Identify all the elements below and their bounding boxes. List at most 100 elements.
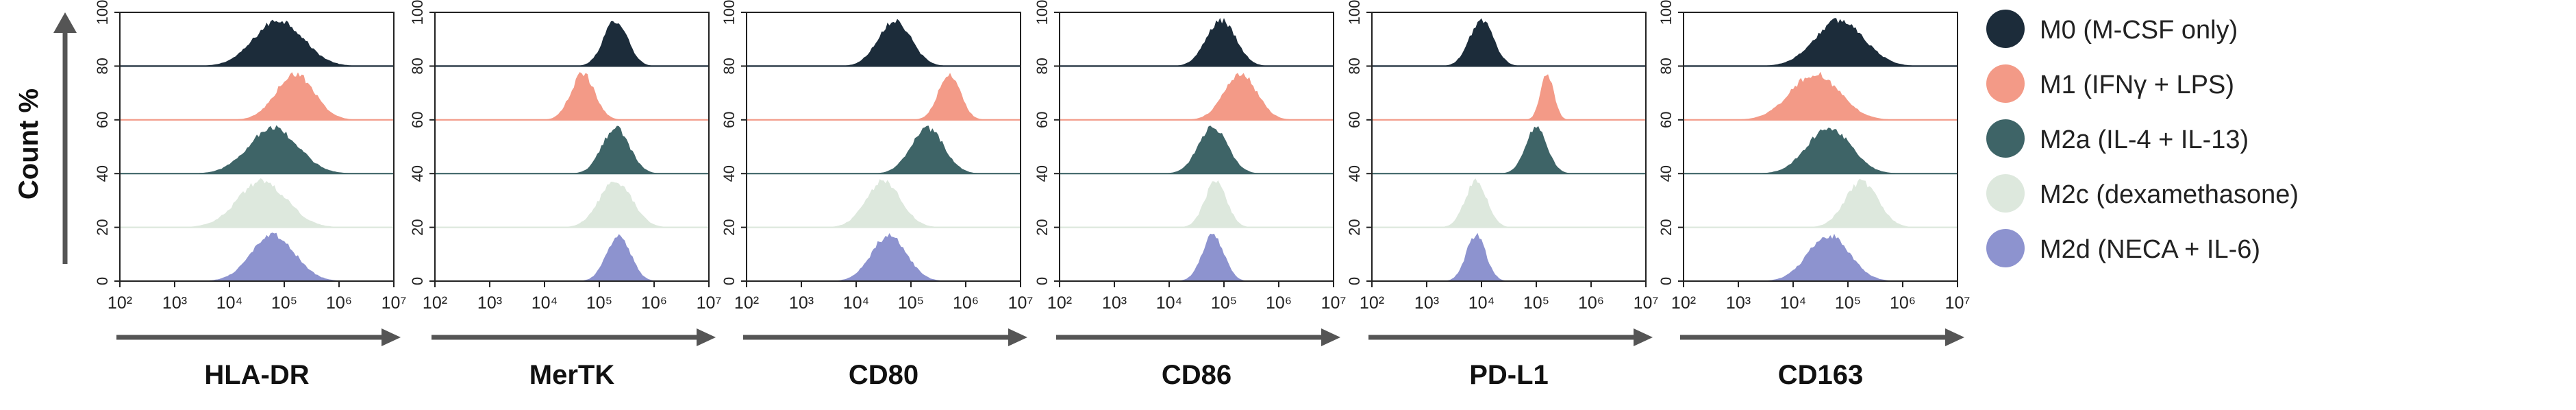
y-tick-label: 60 (721, 112, 738, 128)
histogram-pd-l1-series-2 (1372, 125, 1646, 174)
y-tick-label: 0 (409, 277, 426, 285)
y-tick-label: 40 (721, 165, 738, 182)
x-tick-label: 10³ (162, 293, 187, 313)
y-tick-label: 80 (94, 58, 111, 74)
x-tick-label: 10⁶ (953, 293, 979, 313)
histogram-cd80-series-3 (747, 179, 1021, 228)
panel-frame (1683, 12, 1958, 282)
y-tick-label: 60 (409, 112, 426, 128)
y-tick-label: 60 (94, 112, 111, 128)
y-tick-label: 60 (1034, 112, 1051, 128)
histogram-cd163-series-1 (1684, 71, 1958, 120)
x-tick-label: 10⁵ (271, 293, 297, 313)
histogram-pd-l1-series-1 (1372, 74, 1646, 120)
marker-title: CD80 (849, 360, 918, 390)
histogram-pd-l1-series-4 (1372, 232, 1646, 281)
panel-frame (1371, 12, 1647, 282)
y-tick-label: 40 (94, 165, 111, 182)
legend-item: M1 (IFNγ + LPS) (1986, 64, 2234, 103)
histogram-cd80-series-1 (747, 73, 1021, 120)
y-tick-label: 80 (1346, 58, 1363, 74)
panel-cd163: 0 20 40 60 80 100 10² 10³ 10⁴ 10⁵ 10⁶ 10⁷ CD163 (1658, 0, 1970, 390)
x-tick-label: 10² (423, 293, 447, 313)
y-axis: Count % (14, 12, 77, 264)
histogram-cd86-series-3 (1060, 180, 1334, 228)
panel-frame (746, 12, 1021, 282)
y-tick-label: 60 (1658, 112, 1675, 128)
panel-cd80: 0 20 40 60 80 100 10² 10³ 10⁴ 10⁵ 10⁶ 10⁷ CD80 (721, 0, 1033, 390)
histogram-hla-dr-series-4 (120, 232, 394, 281)
legend-label: M2c (dexamethasone) (2040, 180, 2299, 209)
marker-title: CD86 (1162, 360, 1231, 390)
histogram-mertk-series-1 (435, 72, 709, 120)
x-tick-label: 10⁵ (586, 293, 612, 313)
y-tick-label: 0 (1658, 277, 1675, 285)
x-tick-label: 10⁴ (843, 293, 870, 313)
y-tick-label: 100 (721, 0, 738, 25)
legend-swatch (1986, 229, 2025, 267)
histogram-mertk-series-4 (435, 234, 709, 281)
histogram-cd80-series-4 (747, 233, 1021, 281)
marker-title: PD-L1 (1469, 360, 1549, 390)
x-tick-label: 10⁷ (1945, 293, 1971, 313)
x-tick-label: 10³ (789, 293, 814, 313)
y-tick-label: 80 (409, 58, 426, 74)
y-axis-label: Count % (14, 88, 44, 200)
legend-swatch (1986, 10, 2025, 48)
x-tick-label: 10³ (1102, 293, 1127, 313)
y-tick-label: 100 (94, 0, 111, 25)
marker-title: HLA-DR (204, 360, 309, 390)
marker-title: CD163 (1778, 360, 1864, 390)
legend-label: M1 (IFNγ + LPS) (2040, 71, 2234, 99)
legend-item: M2c (dexamethasone) (1986, 174, 2299, 213)
x-axis-arrowhead (697, 328, 716, 346)
legend-label: M2a (IL-4 + IL-13) (2040, 125, 2249, 154)
legend-item: M2d (NECA + IL-6) (1986, 229, 2260, 267)
x-tick-label: 10⁴ (1780, 293, 1807, 313)
x-tick-label: 10⁵ (898, 293, 924, 313)
x-tick-label: 10⁷ (1634, 293, 1659, 313)
y-tick-label: 40 (1658, 165, 1675, 182)
x-tick-label: 10³ (1726, 293, 1751, 313)
legend-label: M0 (M-CSF only) (2040, 16, 2238, 45)
legend-item: M2a (IL-4 + IL-13) (1986, 119, 2249, 158)
x-tick-label: 10⁵ (1211, 293, 1237, 313)
x-axis-arrowhead (1945, 328, 1964, 346)
histogram-cd163-series-4 (1684, 234, 1958, 281)
x-tick-label: 10⁴ (1156, 293, 1183, 313)
histogram-panels: 0 20 40 60 80 100 10² 10³ 10⁴ 10⁵ 10⁶ 10⁷ HLA-DR 0 20 4… (94, 0, 1970, 390)
x-tick-label: 10⁶ (641, 293, 667, 313)
y-tick-label: 100 (1346, 0, 1363, 25)
histogram-cd86-series-4 (1060, 233, 1334, 281)
histogram-cd86-series-2 (1060, 125, 1334, 174)
y-tick-label: 20 (721, 219, 738, 235)
legend-label: M2d (NECA + IL-6) (2040, 235, 2260, 264)
panel-mertk: 0 20 40 60 80 100 10² 10³ 10⁴ 10⁵ 10⁶ 10⁷ MerTK (409, 0, 721, 390)
x-tick-label: 10² (1047, 293, 1072, 313)
x-tick-label: 10² (108, 293, 132, 313)
x-tick-label: 10⁷ (1008, 293, 1034, 313)
x-tick-label: 10⁶ (1266, 293, 1292, 313)
y-tick-label: 40 (1034, 165, 1051, 182)
y-tick-label: 40 (1346, 165, 1363, 182)
y-tick-label: 100 (409, 0, 426, 25)
y-tick-label: 20 (409, 219, 426, 235)
y-tick-label: 0 (1034, 277, 1051, 285)
histogram-hla-dr-series-0 (120, 19, 394, 67)
y-tick-label: 0 (1346, 277, 1363, 285)
legend: M0 (M-CSF only) M1 (IFNγ + LPS) M2a (IL-4 … (1986, 10, 2299, 267)
panel-frame (1059, 12, 1334, 282)
y-tick-label: 0 (94, 277, 111, 285)
x-axis-arrowhead (1321, 328, 1340, 346)
histogram-hla-dr-series-2 (120, 125, 394, 174)
x-tick-label: 10⁴ (1468, 293, 1495, 313)
histogram-mertk-series-3 (435, 182, 709, 228)
marker-title: MerTK (529, 360, 615, 390)
panel-frame (119, 12, 395, 282)
histogram-mertk-series-0 (435, 21, 709, 67)
y-tick-label: 20 (1034, 219, 1051, 235)
histogram-cd163-series-2 (1684, 128, 1958, 174)
x-tick-label: 10⁴ (216, 293, 243, 313)
x-axis-arrowhead (382, 328, 401, 346)
x-tick-label: 10⁵ (1835, 293, 1861, 313)
